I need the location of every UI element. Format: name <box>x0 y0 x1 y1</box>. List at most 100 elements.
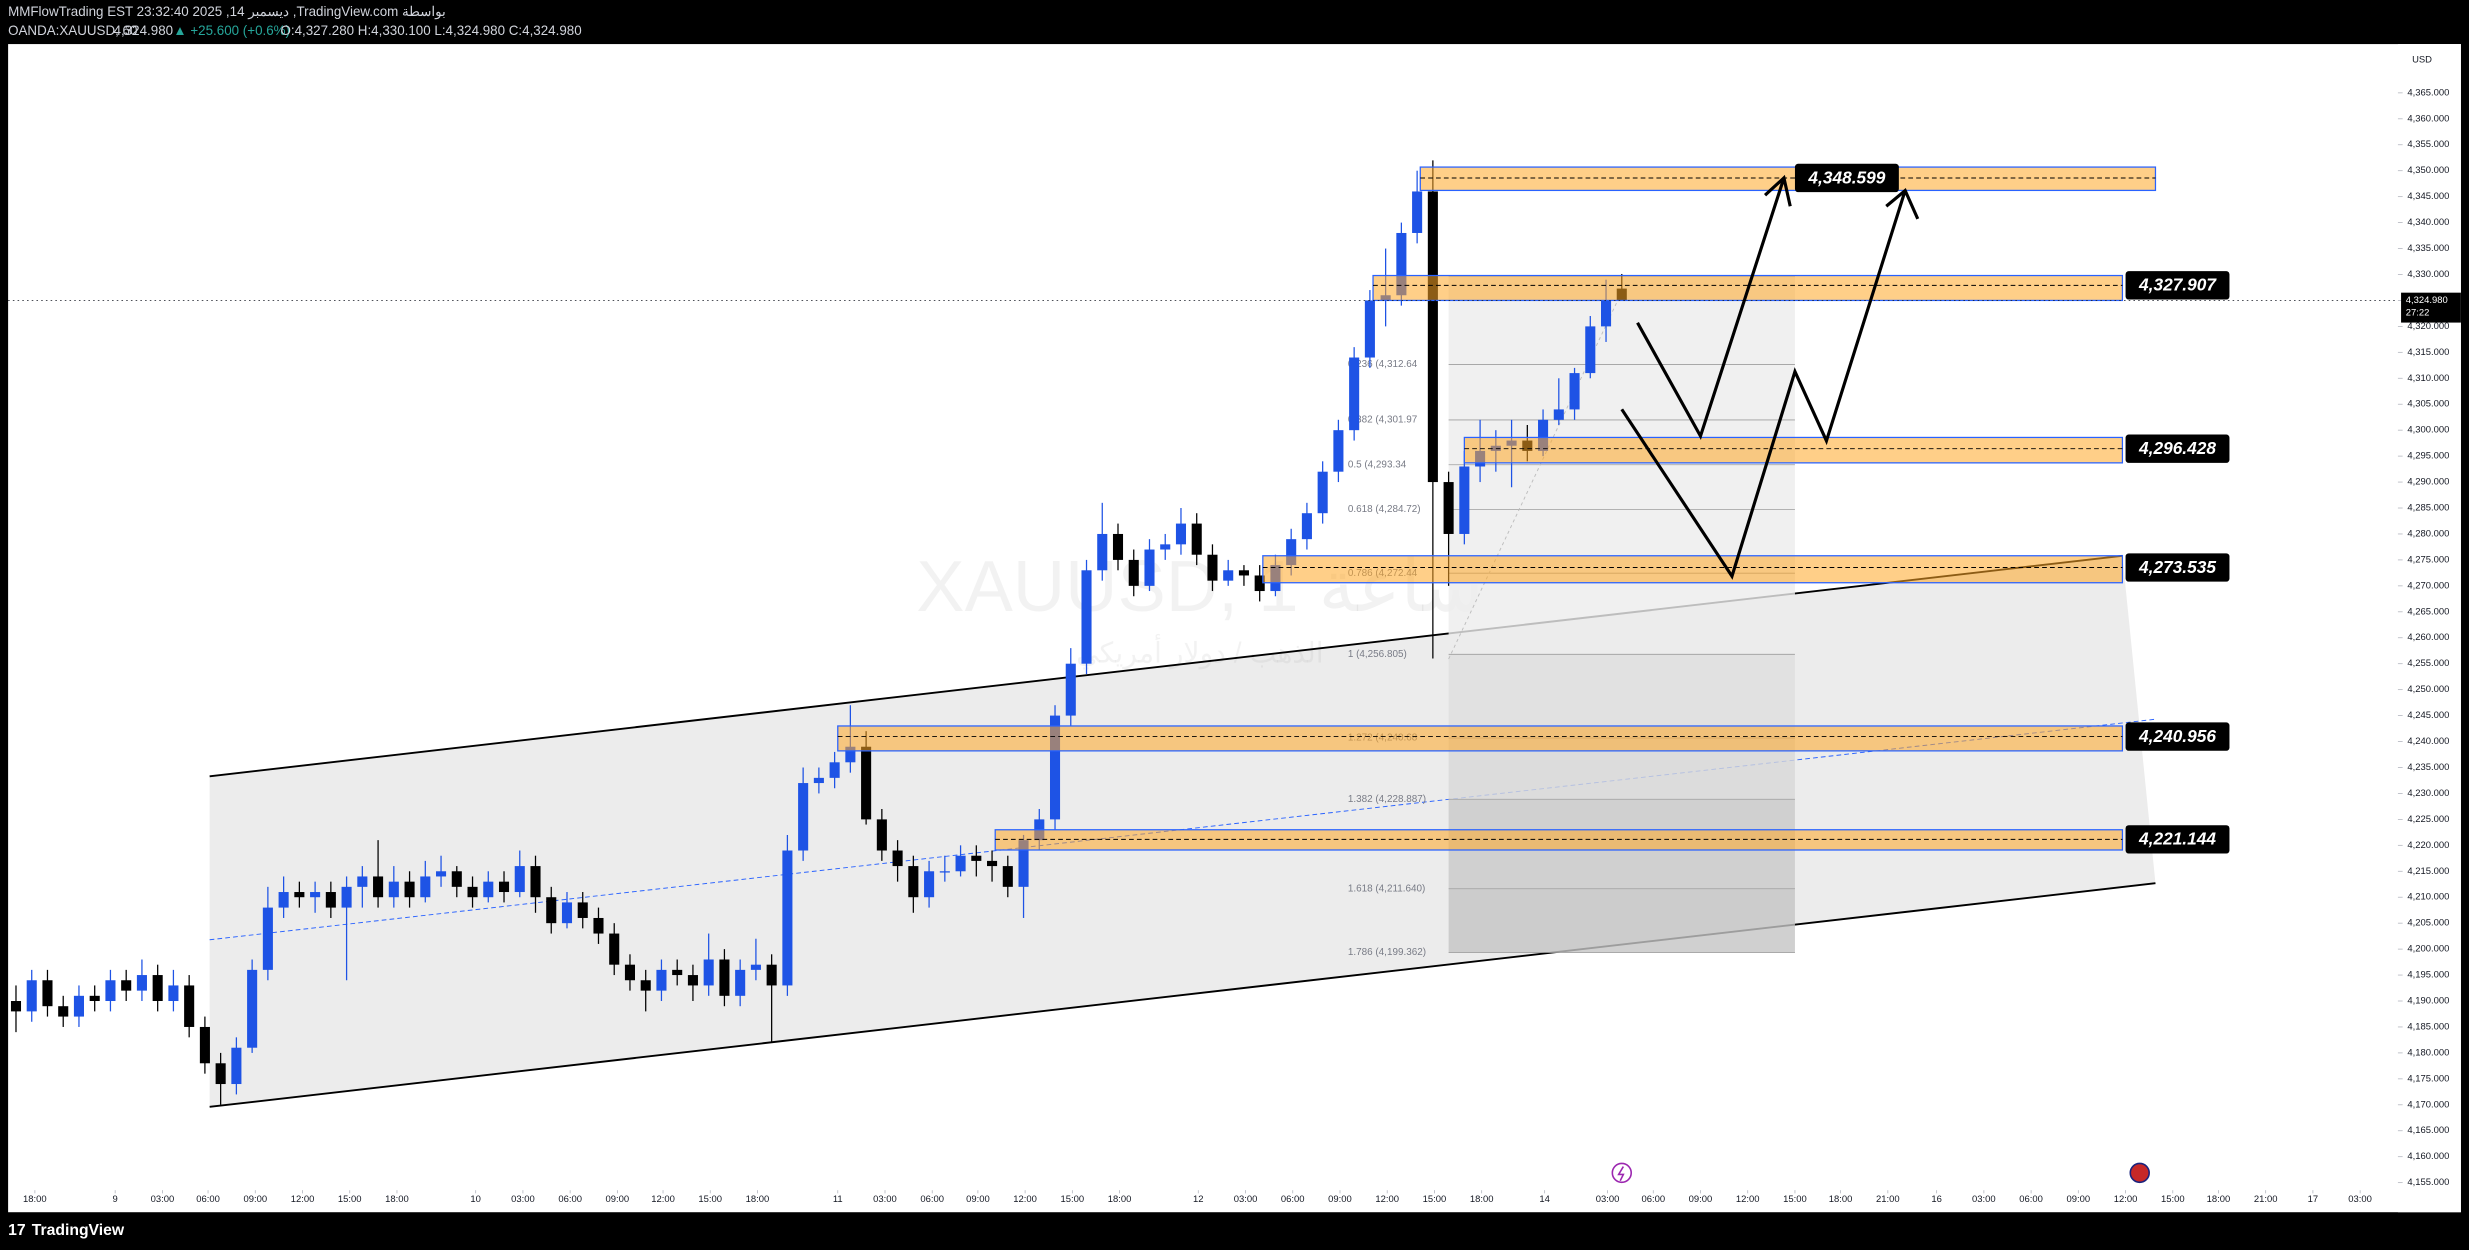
candle-body <box>1333 430 1344 472</box>
flag-icon[interactable] <box>2129 1162 2150 1184</box>
x-tick-label: 06:00 <box>920 1194 944 1205</box>
candle-body <box>294 892 305 898</box>
x-tick-label: 9 <box>113 1194 118 1205</box>
zone-label-box <box>2125 271 2230 300</box>
candle-body <box>766 964 777 986</box>
y-tick-label: 4,170.000 <box>2407 1099 2449 1110</box>
candle-body <box>89 995 100 1002</box>
y-tick-label: 4,315.000 <box>2407 347 2449 358</box>
x-tick-label: 18:00 <box>746 1194 770 1205</box>
candle-body <box>1427 191 1438 483</box>
y-tick-label: 4,330.000 <box>2407 269 2449 280</box>
candle-body <box>1286 539 1297 566</box>
candle-body <box>593 917 604 934</box>
candle-body <box>1443 482 1454 534</box>
x-tick-label: 12:00 <box>1375 1194 1399 1205</box>
candle-body <box>908 866 919 898</box>
candle-body <box>199 1026 210 1064</box>
event-icon[interactable] <box>1611 1162 1633 1184</box>
x-tick-label: 03:00 <box>151 1194 175 1205</box>
x-tick-label: 12:00 <box>2114 1194 2138 1205</box>
candle-body <box>1459 466 1470 534</box>
candle-body <box>451 871 462 887</box>
zone <box>1262 555 2124 584</box>
y-tick-label: 4,230.000 <box>2407 788 2449 799</box>
y-tick-label: 4,305.000 <box>2407 399 2449 410</box>
fib-trend <box>1448 291 1623 660</box>
x-tick-label: 03:00 <box>1972 1194 1996 1205</box>
y-tick-label: 4,185.000 <box>2407 1021 2449 1032</box>
countdown: 27:22 <box>2406 308 2430 319</box>
candle-body <box>341 886 352 908</box>
candle-body <box>1364 300 1375 358</box>
x-tick-label: 14 <box>1539 1194 1550 1205</box>
candle-body <box>861 746 872 820</box>
y-tick-label: 4,270.000 <box>2407 580 2449 591</box>
x-tick-label: 03:00 <box>1234 1194 1258 1205</box>
candle-body <box>1569 373 1580 410</box>
x-tick-label: 09:00 <box>966 1194 990 1205</box>
zone <box>1419 166 2157 192</box>
candle-body <box>561 902 573 924</box>
fib-label: 0.236 (4,312.64 <box>1348 359 1418 370</box>
y-tick-label: 4,205.000 <box>2407 918 2449 929</box>
x-tick-label: 03:00 <box>2348 1194 2372 1205</box>
event-icon-bolt <box>1617 1166 1625 1182</box>
arrow-path <box>1620 187 1920 580</box>
x-tick-label: 15:00 <box>1061 1194 1085 1205</box>
candle-body <box>215 1063 226 1085</box>
y-tick-label: 4,245.000 <box>2407 710 2449 721</box>
candle-body <box>184 985 195 1027</box>
symbol: OANDA:XAUUSD, 60 <box>8 23 137 38</box>
y-tick-label: 4,165.000 <box>2407 1125 2449 1136</box>
x-tick-label: 21:00 <box>2254 1194 2278 1205</box>
candle-body <box>1254 575 1265 592</box>
zone <box>1463 436 2124 464</box>
zone-label-box <box>2125 434 2230 463</box>
candle-body <box>121 980 132 991</box>
candle-body <box>1396 232 1407 296</box>
candle-body <box>1128 559 1139 586</box>
y-tick-label: 4,310.000 <box>2407 373 2449 384</box>
candle-body <box>687 975 698 986</box>
fib-label: 1.618 (4,211.640) <box>1348 883 1425 894</box>
y-tick-label: 4,200.000 <box>2407 944 2449 955</box>
zone-label: 4,296.428 <box>2138 438 2216 458</box>
candle-body <box>168 985 179 1002</box>
x-tick-label: 09:00 <box>2067 1194 2091 1205</box>
x-tick-label: 15:00 <box>2161 1194 2185 1205</box>
candle-body <box>136 975 147 991</box>
last: 4,324.980 <box>114 23 174 38</box>
candle-body <box>1223 570 1234 581</box>
candle-body <box>1238 570 1249 576</box>
y-tick-label: 4,365.000 <box>2407 87 2449 98</box>
candle-body <box>1349 357 1360 431</box>
zone-label-box <box>1794 163 1899 193</box>
candle-body <box>420 876 431 898</box>
y-tick-label: 4,320.000 <box>2407 321 2449 332</box>
x-tick-label: 09:00 <box>1328 1194 1352 1205</box>
fib-band <box>1448 464 1795 510</box>
candle-body <box>1018 840 1029 887</box>
x-tick-label: 10 <box>470 1194 480 1205</box>
zone-label: 4,348.599 <box>1807 167 1885 187</box>
y-tick-label: 4,340.000 <box>2407 217 2449 228</box>
x-tick-label: 06:00 <box>558 1194 582 1205</box>
x-tick-label: 06:00 <box>1641 1194 1665 1205</box>
y-tick-label: 4,235.000 <box>2407 762 2449 773</box>
brand-logo: 17 <box>8 1222 26 1239</box>
y-tick-label: 4,195.000 <box>2407 970 2449 981</box>
ohlc: O:4,327.280 H:4,330.100 L:4,324.980 C:4,… <box>280 23 581 38</box>
x-tick-label: 17 <box>2308 1194 2319 1205</box>
candle-body <box>1175 523 1187 545</box>
candle-body <box>798 783 809 851</box>
y-tick-label: 4,290.000 <box>2407 477 2449 488</box>
y-tick-label: 4,280.000 <box>2407 528 2449 539</box>
candle-body <box>278 892 289 908</box>
candle-body <box>829 762 840 778</box>
candle-body <box>1585 326 1596 374</box>
y-tick-label: 4,295.000 <box>2407 451 2449 462</box>
y-tick-label: 4,345.000 <box>2407 191 2449 202</box>
candle-body <box>546 897 557 924</box>
